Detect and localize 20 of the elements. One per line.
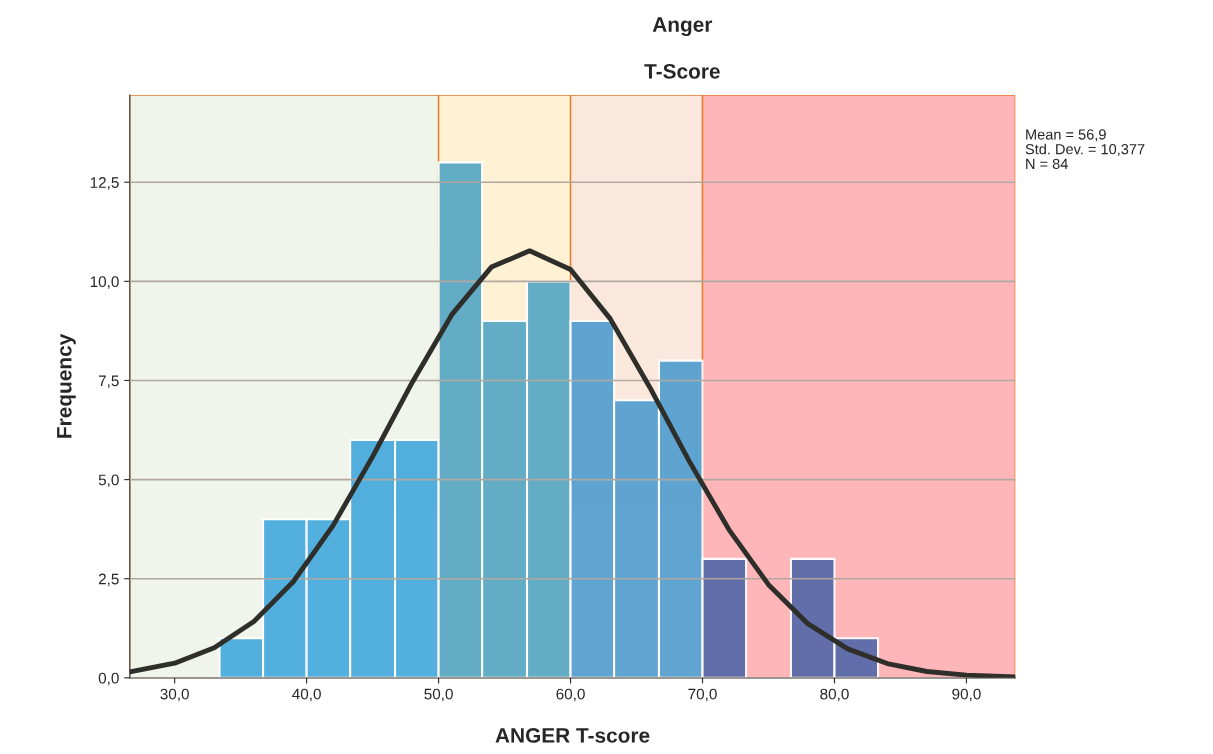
chart-subtitle: T-Score — [644, 63, 720, 79]
x-tick-label: 40,0 — [292, 688, 321, 702]
x-tick-label: 30,0 — [160, 688, 189, 702]
x-tick-label: 50,0 — [424, 688, 453, 702]
y-tick-label: 7,5 — [98, 375, 119, 388]
text: Std. Dev. = 10,377 — [1025, 143, 1145, 157]
x-tick-label: 60,0 — [556, 688, 585, 702]
y-tick-label: 0,0 — [98, 672, 119, 686]
x-axis-title: ANGER T-score — [495, 728, 650, 743]
y-axis-title: Frequency — [57, 333, 76, 438]
y-tick-label: 5,0 — [98, 474, 119, 488]
x-tick-label: 90,0 — [952, 688, 981, 702]
text: N = 84 — [1026, 158, 1068, 170]
x-tick-label: 70,0 — [688, 688, 717, 702]
y-tick-label: 10,0 — [90, 276, 119, 289]
y-tick-label: 12,5 — [90, 177, 119, 190]
x-tick-label: 80,0 — [820, 688, 849, 702]
chart-title: Anger — [652, 17, 713, 37]
y-tick-label: 2,5 — [98, 573, 119, 587]
text: Mean = 56,9 — [1026, 129, 1106, 142]
